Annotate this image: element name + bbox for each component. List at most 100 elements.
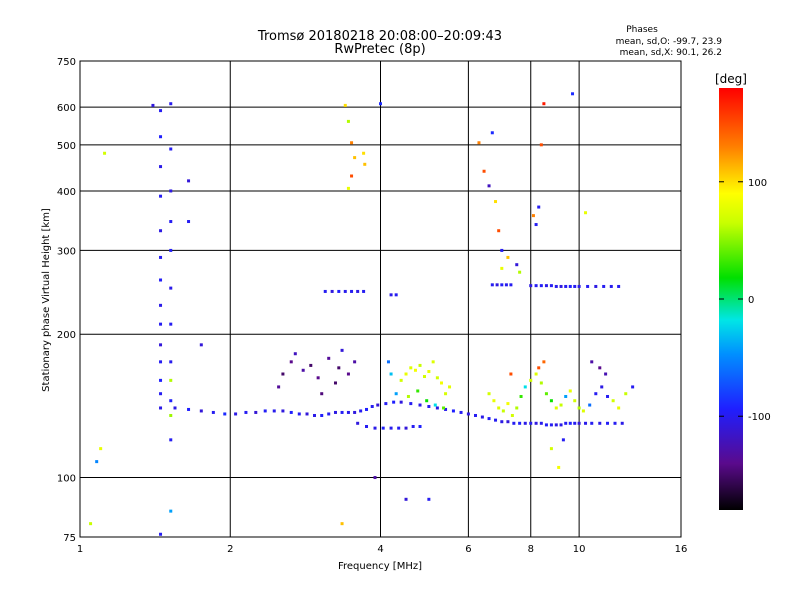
data-point [529, 284, 533, 288]
data-point [631, 385, 635, 389]
data-point [159, 229, 163, 233]
data-point [617, 284, 621, 288]
data-point [346, 410, 350, 414]
data-point [340, 410, 344, 414]
data-point [406, 394, 410, 398]
data-point [529, 378, 533, 382]
data-point [327, 356, 331, 360]
data-point [333, 381, 337, 385]
data-point [353, 156, 357, 160]
data-point [422, 375, 426, 379]
data-point [409, 402, 413, 406]
data-point [223, 412, 227, 416]
data-point [159, 135, 163, 139]
data-point [617, 406, 621, 410]
data-point [312, 413, 316, 417]
data-point [199, 343, 203, 347]
data-point [506, 402, 510, 406]
data-point [363, 162, 367, 166]
data-point [389, 426, 393, 430]
data-point [573, 421, 577, 425]
data-point [159, 303, 163, 307]
data-point [425, 399, 429, 403]
data-point [584, 421, 588, 425]
data-point [602, 284, 606, 288]
data-point [159, 322, 163, 326]
data-point [448, 385, 452, 389]
data-point [492, 399, 496, 403]
y-tick-label: 100 [57, 474, 76, 485]
colorbar-label: [deg] [715, 72, 747, 86]
data-point [159, 194, 163, 198]
data-point [89, 522, 93, 526]
data-point [346, 119, 350, 123]
data-point [392, 400, 396, 404]
data-point [604, 372, 608, 376]
data-point [606, 421, 610, 425]
data-point [549, 399, 553, 403]
grid [79, 60, 682, 538]
data-point [427, 405, 431, 409]
data-point [613, 421, 617, 425]
data-point [568, 389, 572, 393]
data-point [399, 400, 403, 404]
data-point [427, 497, 431, 501]
data-point [234, 412, 238, 416]
data-point [577, 406, 581, 410]
data-point [169, 286, 173, 290]
data-point [159, 378, 163, 382]
data-point [169, 378, 173, 382]
data-point [564, 284, 568, 288]
colorbar-tick-label: 0 [748, 295, 754, 306]
data-point [169, 360, 173, 364]
data-point [413, 368, 417, 372]
data-point [394, 392, 398, 396]
data-point [531, 214, 535, 218]
data-point [350, 174, 354, 178]
data-point [169, 248, 173, 252]
y-tick-label: 300 [57, 246, 76, 257]
data-point [534, 223, 538, 227]
data-point [263, 409, 267, 413]
data-point [159, 360, 163, 364]
chart-subtitle: RwPretec (8p) [334, 42, 425, 57]
data-point [211, 410, 215, 414]
x-tick-label: 4 [377, 544, 383, 555]
data-point [549, 447, 553, 451]
data-point [444, 407, 448, 411]
data-point [515, 406, 519, 410]
data-point [557, 465, 561, 469]
data-point [559, 284, 563, 288]
data-point [173, 406, 177, 410]
data-point [494, 200, 498, 204]
data-point [539, 381, 543, 385]
stats-heading: Phases [626, 25, 658, 35]
data-point [581, 409, 585, 413]
data-point [519, 394, 523, 398]
data-point [337, 366, 341, 370]
data-point [103, 151, 107, 155]
data-point [611, 399, 615, 403]
y-tick-label: 600 [57, 103, 76, 114]
data-point [244, 410, 248, 414]
data-point [518, 421, 522, 425]
data-point [554, 406, 558, 410]
data-point [346, 186, 350, 190]
data-point [559, 403, 563, 407]
data-point [431, 360, 435, 364]
data-point [598, 421, 602, 425]
data-point [381, 426, 385, 430]
x-axis-label: Frequency [MHz] [338, 561, 422, 572]
data-point [554, 423, 558, 427]
data-point [487, 184, 491, 188]
data-point [586, 284, 590, 288]
x-tick-label: 1 [77, 544, 83, 555]
data-point [169, 438, 173, 442]
data-point [537, 205, 541, 209]
data-point [529, 421, 533, 425]
data-point [376, 403, 380, 407]
data-point [277, 385, 281, 389]
x-tick-label: 10 [573, 544, 586, 555]
data-point [482, 169, 486, 173]
